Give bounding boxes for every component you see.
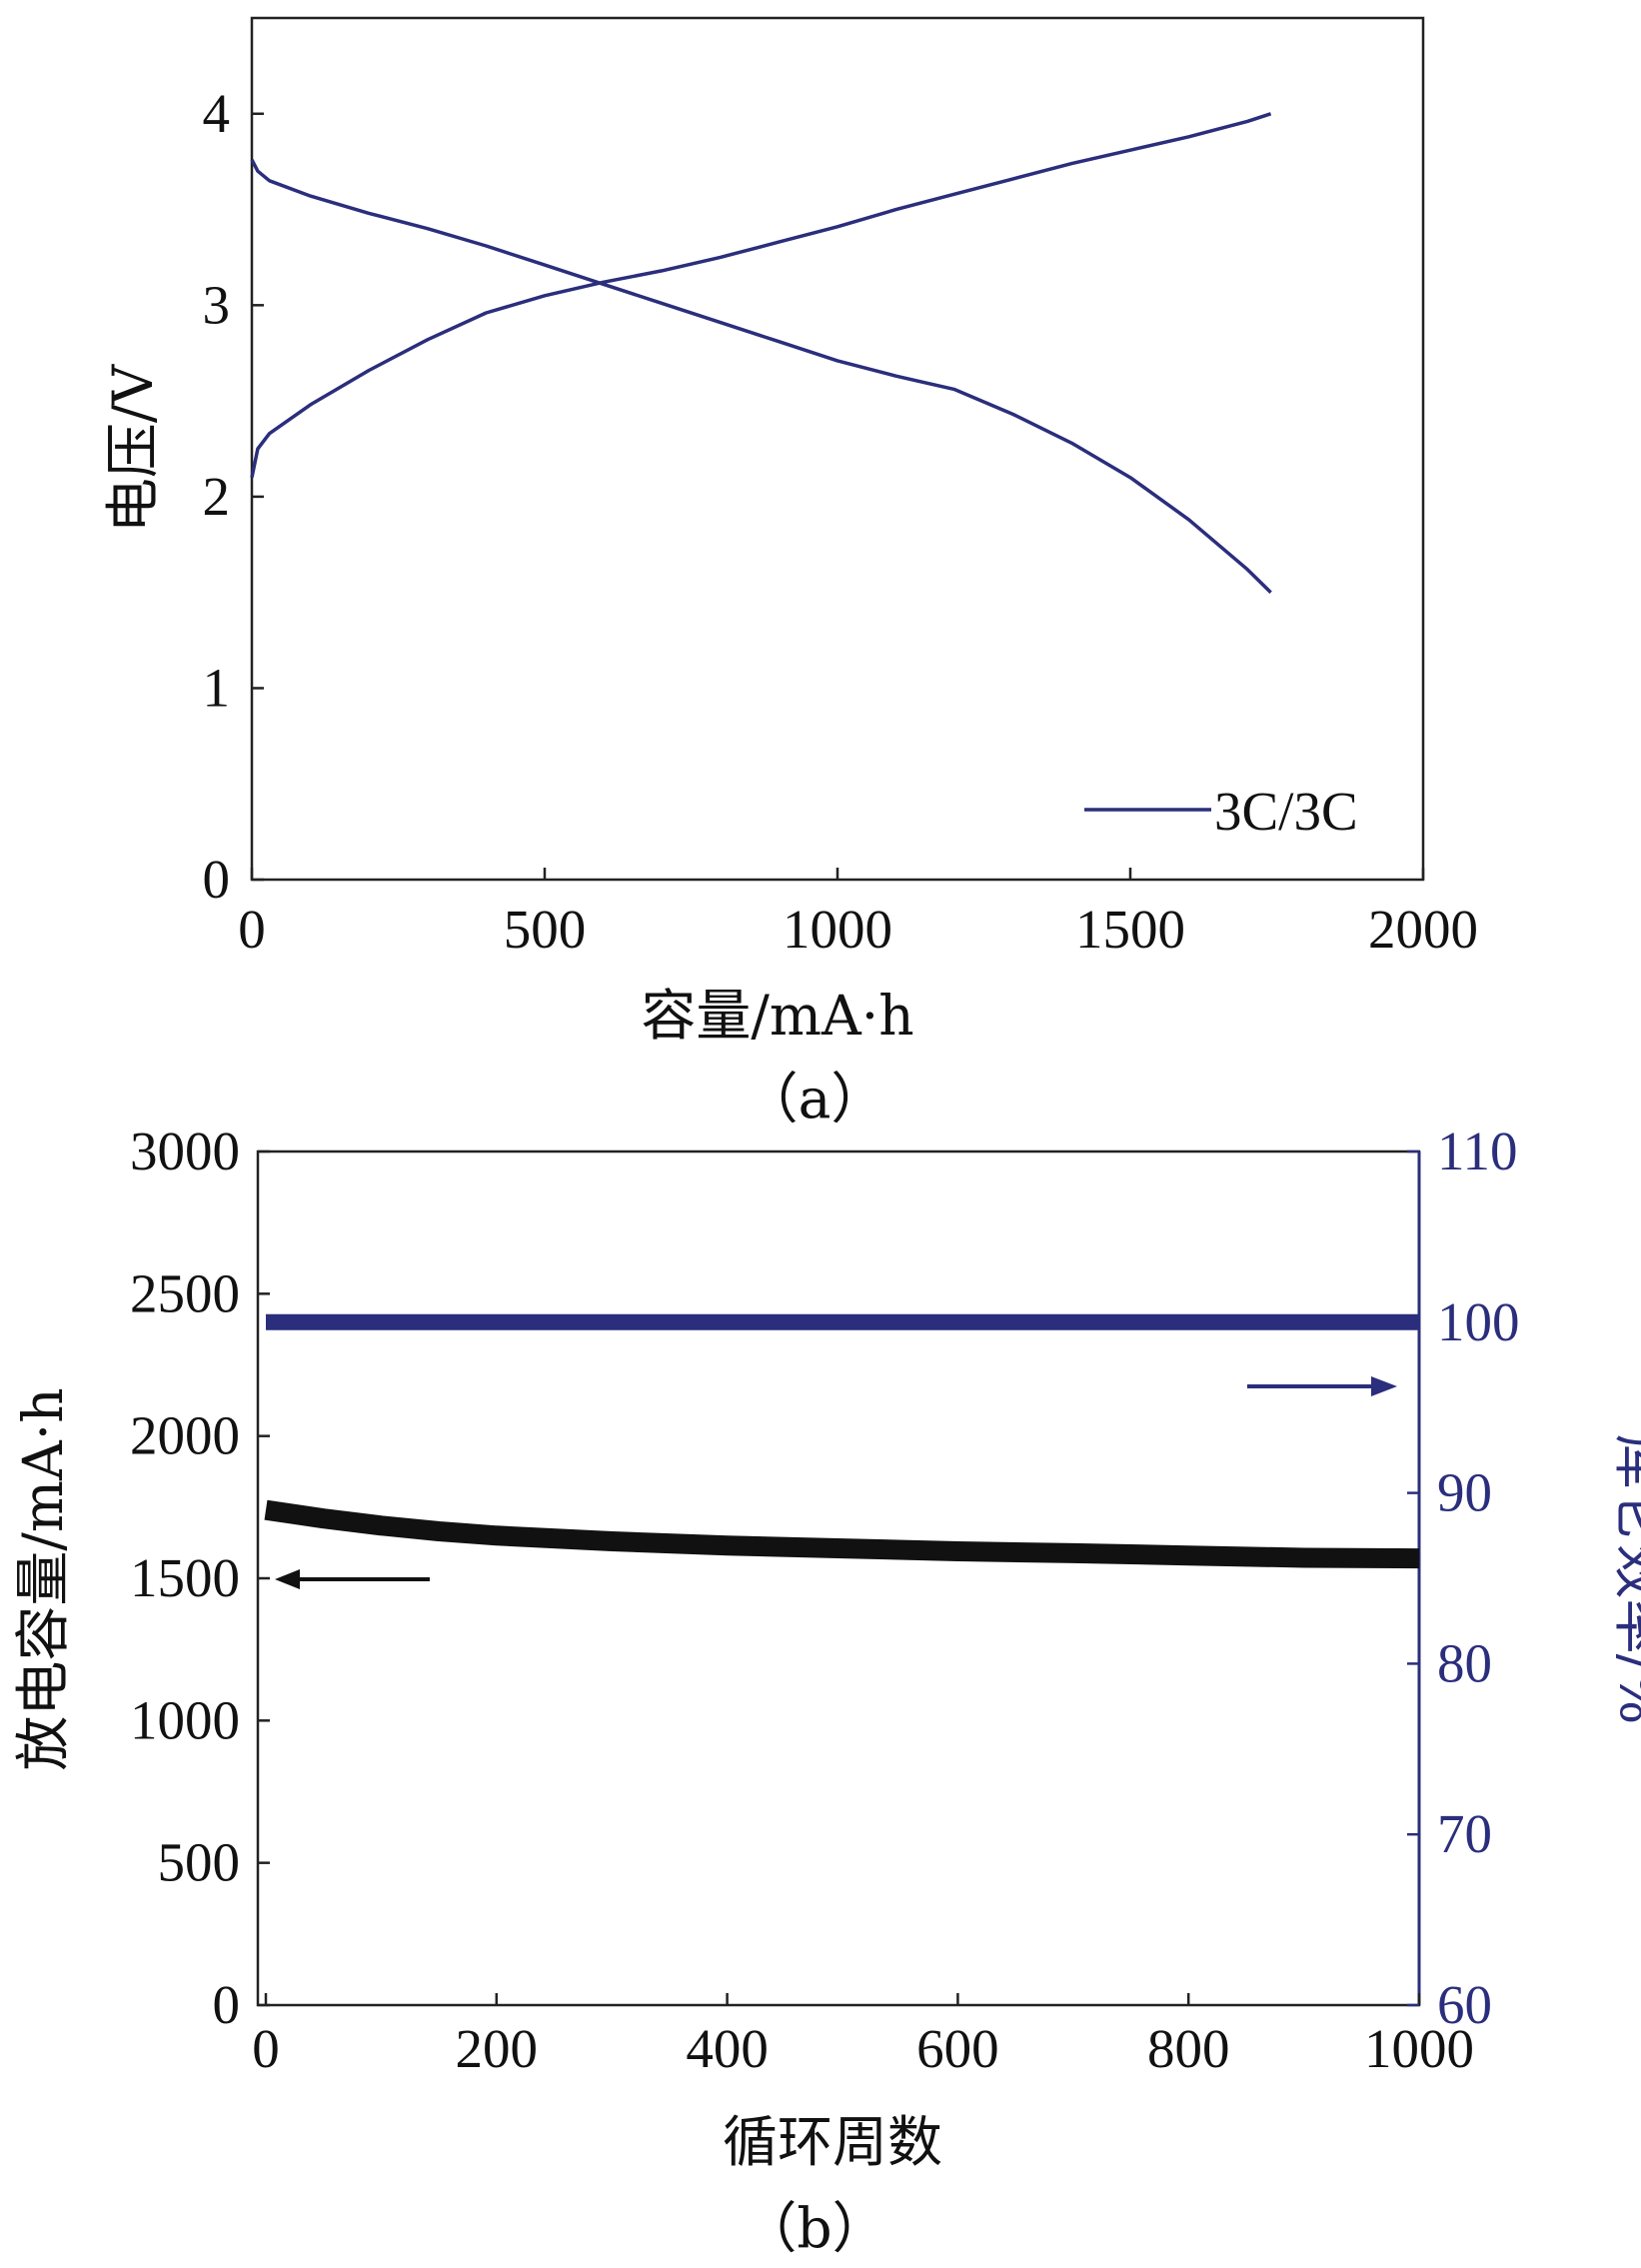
arrow-right-efficiency [1247,1376,1397,1396]
chart-b-series-capacity [264,1499,1420,1569]
chart-a-legend-label: 3C/3C [1214,781,1358,842]
chart-a-ytick-label: 0 [203,849,231,910]
chart-a-frame [250,16,1425,882]
chart-a-series-line-charge [250,112,1272,479]
chart-a-caption: （a） [744,1067,886,1131]
chart-a-ytick-label: 3 [203,274,231,335]
chart-b-caption: （b） [742,2196,886,2260]
chart-b: 0 200 400 600 800 1000 0 500 1000 1500 2000 2500 300… [11,1121,1641,2260]
chart-b-xtick-label: 200 [456,2018,539,2079]
chart-a-ytick-label: 2 [203,466,231,527]
chart-b-y2tick-label: 100 [1437,1291,1520,1352]
chart-a: 0 500 1000 1500 2000 0 1 2 3 4 3C/3C 容量/mA·h 电压/V… [101,16,1478,1131]
chart-a-ytick-label: 1 [203,657,231,718]
chart-b-ytick-label: 500 [158,1832,241,1893]
chart-b-y2tick-label: 110 [1437,1121,1517,1181]
chart-b-xlabel: 循环周数 [723,2110,942,2174]
chart-b-ytick-label: 1000 [130,1689,240,1750]
chart-b-xtick-label: 1000 [1364,2018,1474,2079]
chart-b-ylabel: 放电容量/mA·h [11,1387,75,1770]
chart-a-xtick-label: 500 [504,899,587,960]
chart-b-frame [256,1149,1421,2007]
chart-a-ytick-label: 4 [203,83,231,144]
chart-b-xtick-label: 0 [252,2018,280,2079]
chart-a-xtick-label: 1000 [783,899,892,960]
chart-b-y2label: 库仑效率/% [1608,1434,1641,1725]
chart-b-y2tick-label: 60 [1437,1974,1492,2035]
chart-a-xlabel: 容量/mA·h [641,984,913,1048]
chart-a-xtick-label: 1500 [1075,899,1185,960]
chart-b-y2tick-label: 70 [1437,1803,1492,1864]
chart-b-y2tick-label: 80 [1437,1632,1492,1693]
arrow-left-capacity [275,1569,430,1589]
chart-a-xtick-label: 2000 [1368,899,1478,960]
chart-b-ytick-label: 2000 [130,1405,240,1466]
chart-a-series-line-discharge [250,158,1272,594]
chart-b-ytick-label: 2500 [130,1262,240,1323]
chart-b-xtick-label: 600 [916,2018,999,2079]
chart-b-y2tick-label: 90 [1437,1462,1492,1523]
chart-b-ytick-label: 3000 [130,1121,240,1181]
chart-b-xtick-label: 800 [1147,2018,1230,2079]
chart-a-xtick-label: 0 [238,899,266,960]
chart-b-ytick-label: 1500 [130,1547,240,1608]
chart-a-ylabel: 电压/V [101,364,165,534]
chart-b-ytick-label: 0 [213,1974,241,2035]
chart-b-xtick-label: 400 [686,2018,769,2079]
